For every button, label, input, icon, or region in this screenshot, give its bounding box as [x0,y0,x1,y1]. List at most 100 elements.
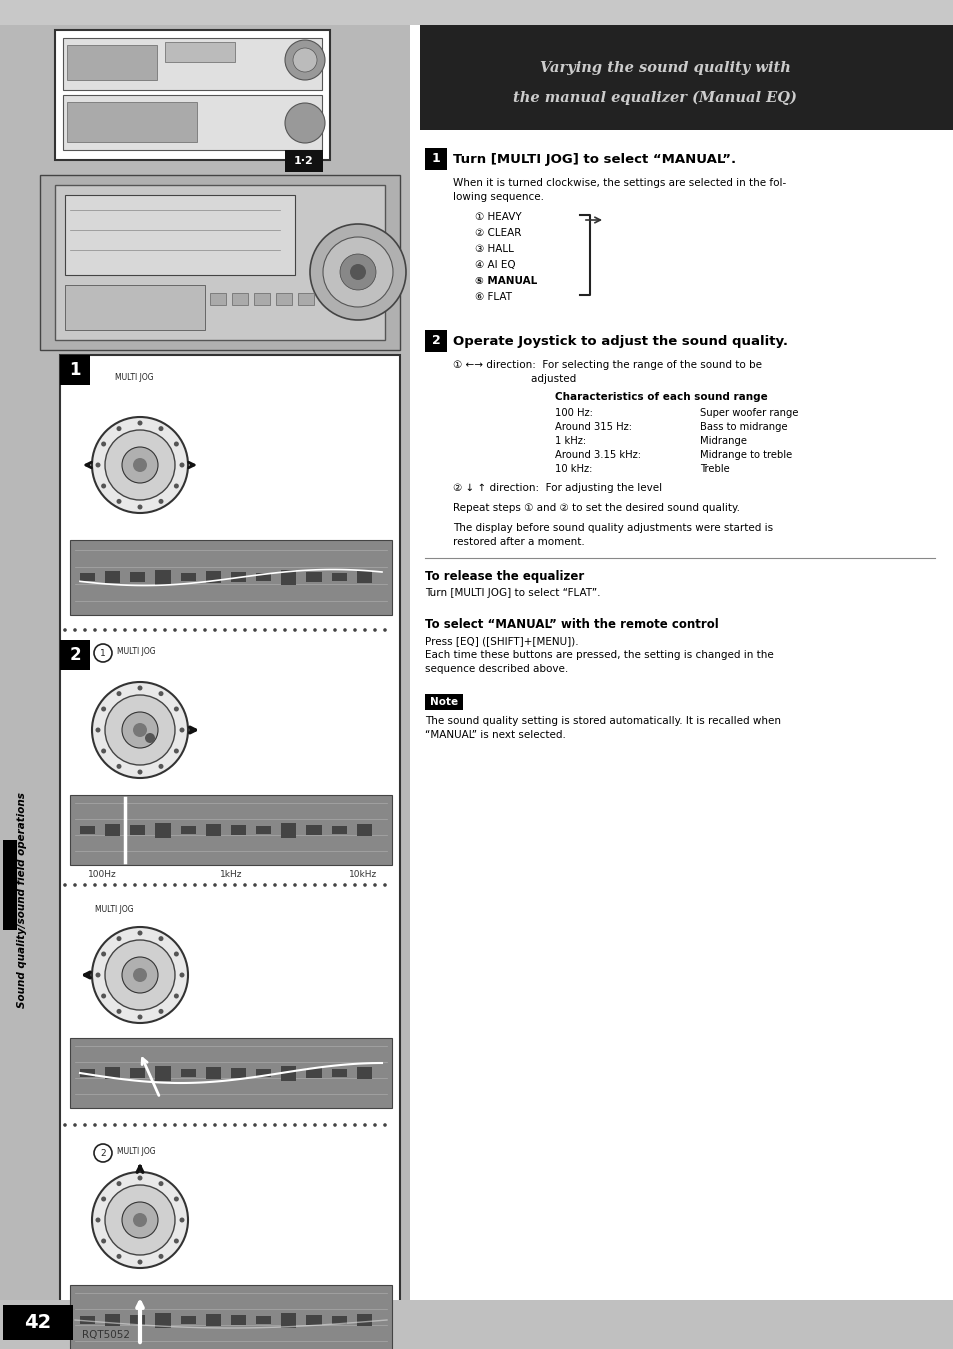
Circle shape [153,884,156,886]
Bar [297,293,314,305]
Bar [332,573,346,581]
Text: Operate Joystick to adjust the sound quality.: Operate Joystick to adjust the sound qua… [453,335,787,348]
Bar [180,1068,195,1077]
Circle shape [253,629,256,631]
Text: 2: 2 [100,1148,106,1157]
Circle shape [285,40,325,80]
Circle shape [223,884,227,886]
Circle shape [122,447,158,483]
Bar [285,150,323,173]
Circle shape [303,884,307,886]
Circle shape [213,1124,216,1126]
Circle shape [273,884,276,886]
Circle shape [105,695,174,765]
Bar [281,1313,296,1327]
Circle shape [173,993,178,998]
Circle shape [193,884,196,886]
Bar [424,693,462,710]
Bar [231,826,246,835]
Circle shape [145,733,154,743]
Text: ① HEAVY: ① HEAVY [475,212,521,223]
Text: Note: Note [430,697,457,707]
Circle shape [263,629,267,631]
Circle shape [158,1182,163,1186]
Bar [70,795,392,865]
Text: Each time these buttons are pressed, the setting is changed in the: Each time these buttons are pressed, the… [424,650,773,660]
Circle shape [116,1182,121,1186]
Text: Characteristics of each sound range: Characteristics of each sound range [555,393,767,402]
Circle shape [173,1238,178,1244]
Text: Super woofer range: Super woofer range [700,407,798,418]
Circle shape [101,1197,106,1202]
Circle shape [123,629,127,631]
Circle shape [83,1124,87,1126]
Text: Varying the sound quality with: Varying the sound quality with [539,61,790,76]
Circle shape [173,707,178,711]
Circle shape [283,884,287,886]
Circle shape [313,884,316,886]
Circle shape [273,629,276,631]
Circle shape [73,884,77,886]
Text: 2: 2 [431,335,440,348]
Bar [3,1304,73,1340]
Bar [206,824,221,836]
Circle shape [283,629,287,631]
Bar [332,1068,346,1077]
Circle shape [133,629,136,631]
Circle shape [101,749,106,754]
Circle shape [223,1124,227,1126]
Bar [60,355,399,1310]
Circle shape [333,884,336,886]
Circle shape [158,936,163,942]
Circle shape [158,1253,163,1259]
Circle shape [233,629,236,631]
Text: sequence described above.: sequence described above. [424,664,568,674]
Circle shape [95,973,100,978]
Circle shape [91,1172,188,1268]
Circle shape [101,1238,106,1244]
Circle shape [137,1014,142,1020]
Circle shape [122,956,158,993]
Circle shape [313,1124,316,1126]
Text: “MANUAL” is next selected.: “MANUAL” is next selected. [424,730,565,741]
Bar [0,26,410,1325]
Circle shape [363,884,366,886]
Circle shape [116,1009,121,1014]
Circle shape [383,629,386,631]
Bar [180,573,195,581]
Bar [180,1317,195,1323]
Circle shape [73,629,77,631]
Bar [60,639,90,670]
Circle shape [63,629,67,631]
Bar [356,824,372,836]
Circle shape [158,1009,163,1014]
Text: restored after a moment.: restored after a moment. [453,537,584,546]
Circle shape [179,973,184,978]
Circle shape [173,1197,178,1202]
Circle shape [373,1124,376,1126]
Circle shape [132,969,147,982]
Circle shape [101,993,106,998]
Bar [424,331,447,352]
Text: RQT5052: RQT5052 [82,1330,130,1340]
Circle shape [101,483,106,488]
Text: 10 kHz:: 10 kHz: [555,464,592,473]
Circle shape [173,884,176,886]
Circle shape [293,884,296,886]
Circle shape [105,1184,174,1255]
Circle shape [183,629,187,631]
Circle shape [263,884,267,886]
Bar [55,185,385,340]
Circle shape [158,764,163,769]
Circle shape [213,884,216,886]
Circle shape [93,884,96,886]
Circle shape [293,1124,296,1126]
Circle shape [233,884,236,886]
Bar [256,1068,271,1077]
Circle shape [383,884,386,886]
Bar [332,1317,346,1323]
Circle shape [123,1124,127,1126]
Circle shape [105,940,174,1010]
Circle shape [103,884,107,886]
Text: ② ↓ ↑ direction:  For adjusting the level: ② ↓ ↑ direction: For adjusting the level [453,483,661,492]
